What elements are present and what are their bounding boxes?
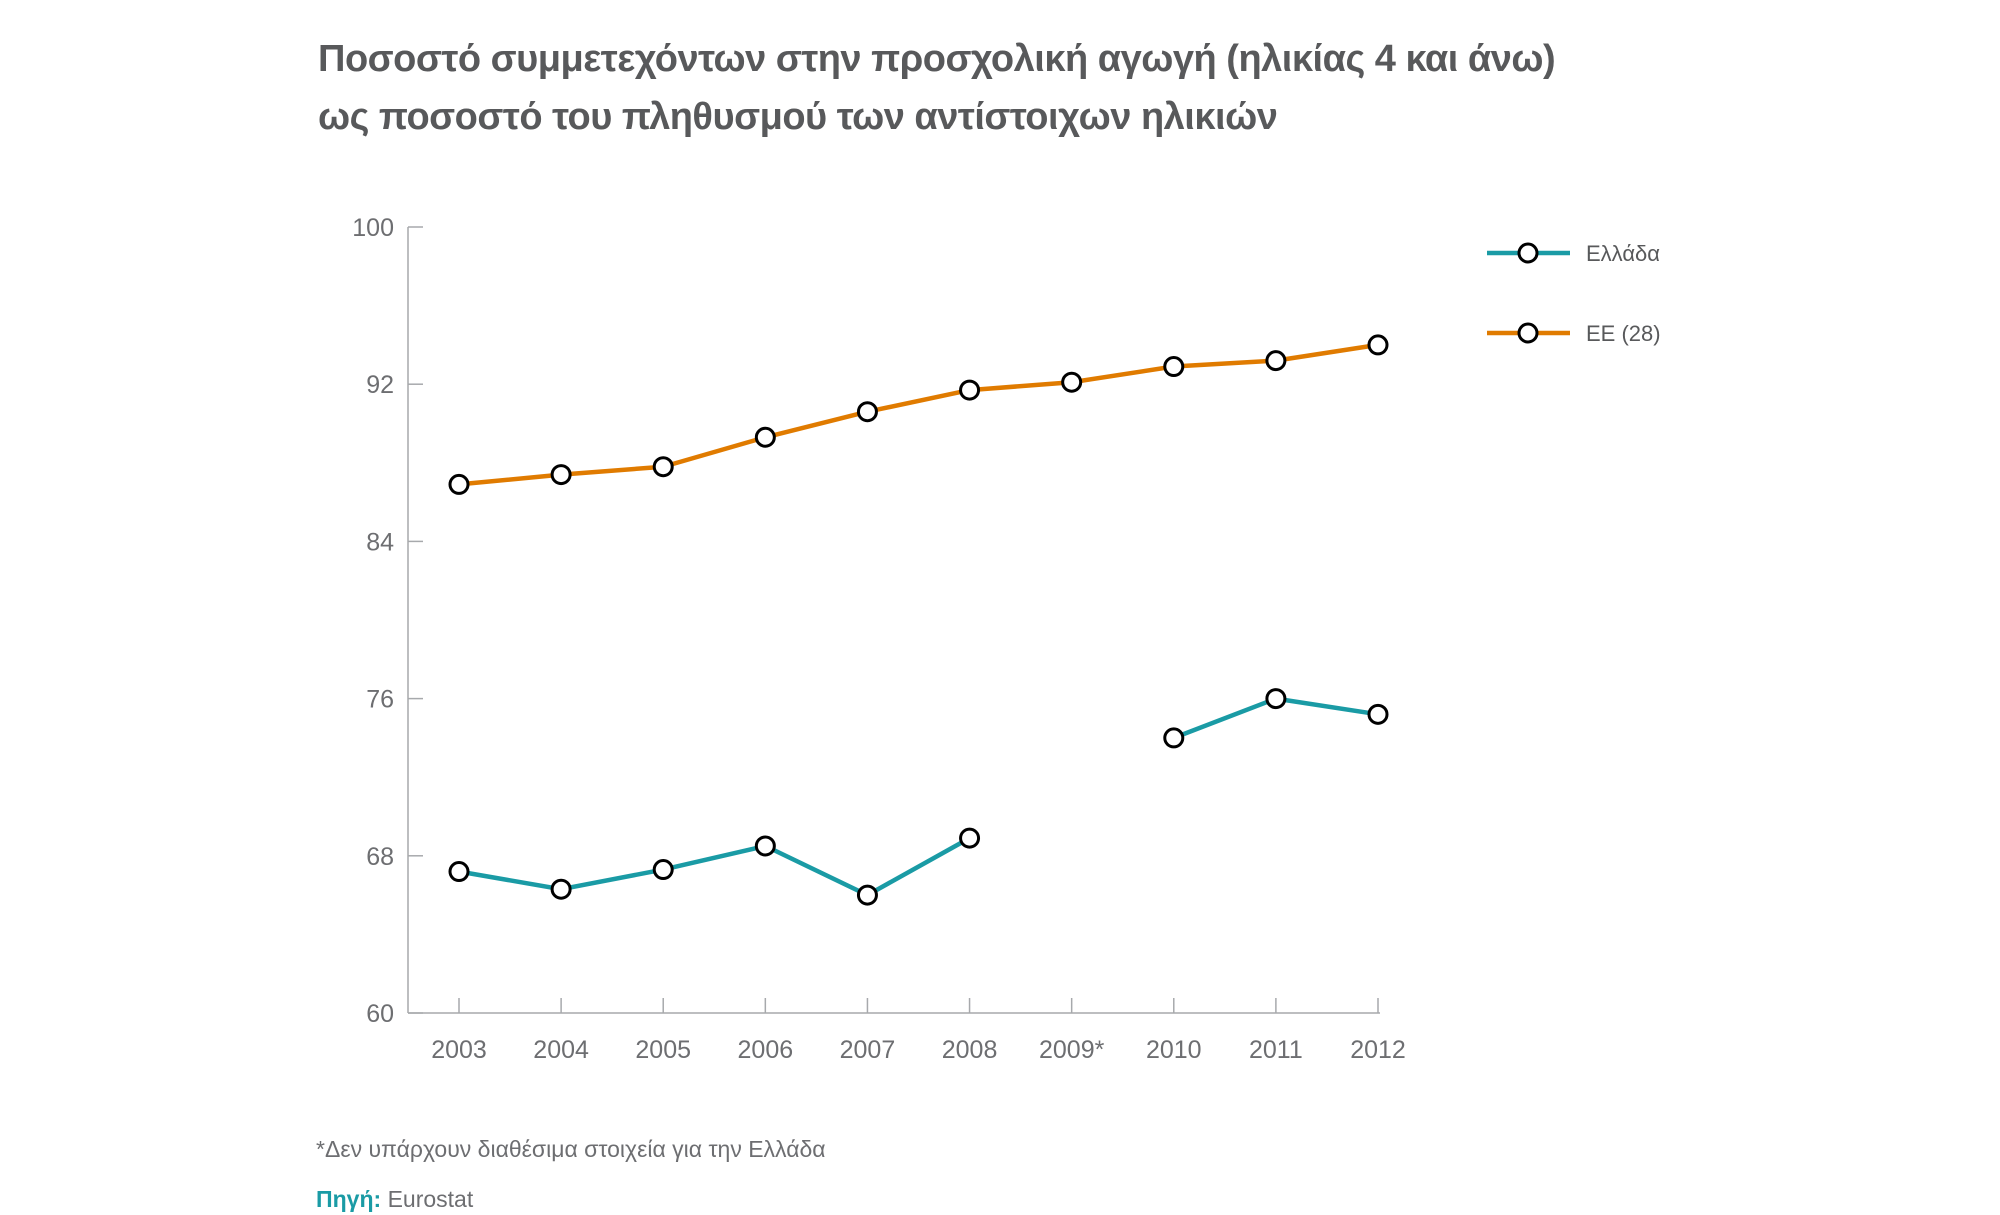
y-tick-label: 76	[366, 686, 394, 714]
x-tick-label: 2004	[533, 1036, 589, 1064]
data-point-1	[448, 473, 470, 495]
y-tick-label: 60	[366, 1000, 394, 1028]
x-tick-label: 2012	[1350, 1036, 1406, 1064]
legend-label: ΕΕ (28)	[1586, 321, 1661, 346]
y-tick-label: 92	[366, 371, 394, 399]
series-line-0	[458, 836, 971, 898]
data-point-0	[652, 859, 674, 881]
data-point-1	[959, 379, 981, 401]
legend-marker-1	[1517, 322, 1539, 344]
data-point-0	[754, 835, 776, 857]
title-line-2: ως ποσοστό του πληθυσμού των αντίστοιχων…	[318, 96, 1278, 138]
x-tick-label: 2003	[431, 1036, 487, 1064]
y-tick-label: 84	[366, 528, 394, 556]
title-line-1: Ποσοστό συμμετεχόντων στην προσχολική αγ…	[318, 38, 1556, 80]
data-point-1	[1367, 334, 1389, 356]
data-point-0	[550, 878, 572, 900]
chart-title: Ποσοστό συμμετεχόντων στην προσχολική αγ…	[318, 30, 1556, 146]
y-tick-label: 100	[352, 214, 394, 242]
data-point-1	[754, 426, 776, 448]
source-value: Eurostat	[387, 1186, 474, 1212]
data-point-1	[1163, 356, 1185, 378]
x-tick-label: 2007	[840, 1036, 896, 1064]
x-tick-label: 2009*	[1039, 1036, 1105, 1064]
x-tick-label: 2005	[635, 1036, 691, 1064]
footnote: *Δεν υπάρχουν διαθέσιμα στοιχεία για την…	[316, 1136, 826, 1162]
y-tick-label: 68	[366, 843, 394, 871]
x-tick-label: 2008	[942, 1036, 998, 1064]
legend-marker-0	[1517, 242, 1539, 264]
data-point-1	[856, 401, 878, 423]
source: Πηγή: Eurostat	[316, 1186, 473, 1213]
data-point-0	[1163, 727, 1185, 749]
data-point-1	[550, 464, 572, 486]
data-point-1	[652, 456, 674, 478]
series-line-1	[458, 342, 1379, 487]
x-tick-label: 2011	[1249, 1036, 1303, 1064]
data-point-0	[856, 884, 878, 906]
data-point-0	[1265, 688, 1287, 710]
x-tick-label: 2010	[1146, 1036, 1202, 1064]
x-tick-label: 2006	[738, 1036, 794, 1064]
data-point-0	[959, 827, 981, 849]
data-point-0	[1367, 703, 1389, 725]
legend-label: Ελλάδα	[1586, 241, 1660, 266]
data-point-0	[448, 861, 470, 883]
data-point-1	[1265, 350, 1287, 372]
data-point-1	[1061, 371, 1083, 393]
source-label: Πηγή:	[316, 1186, 382, 1212]
